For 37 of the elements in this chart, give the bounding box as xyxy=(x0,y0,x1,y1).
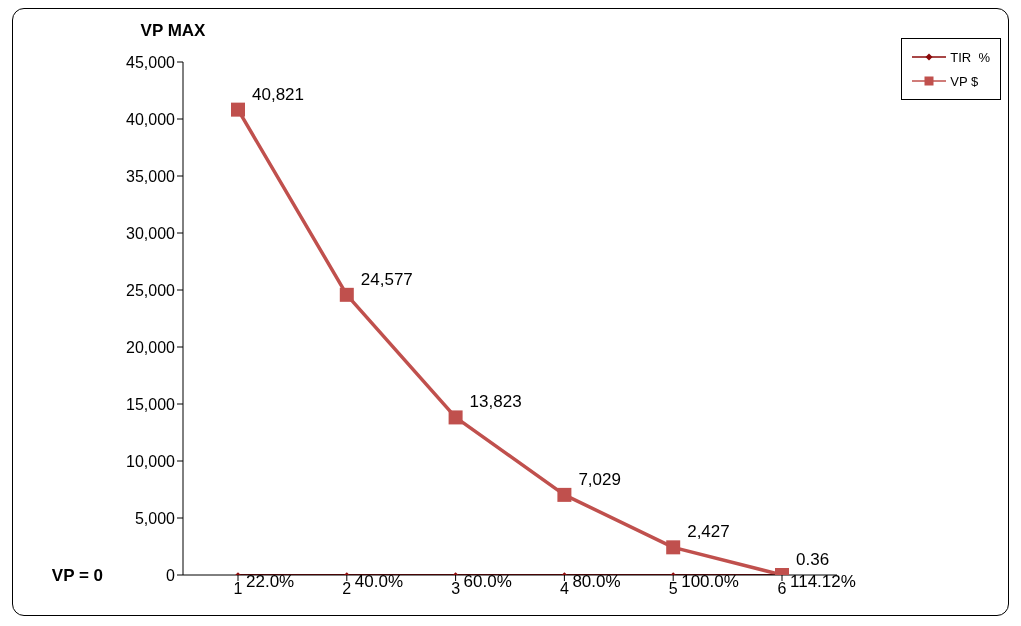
legend-label: TIR % xyxy=(950,49,990,65)
x-tick-label: 5 xyxy=(668,580,678,598)
y-tick-label: 10,000 xyxy=(126,452,176,470)
data-label: 2,427 xyxy=(687,522,730,542)
y-tick-label: 5,000 xyxy=(134,509,176,527)
y-tick-label: 30,000 xyxy=(126,224,176,242)
point xyxy=(557,487,572,502)
data-label: 7,029 xyxy=(578,469,621,489)
x-tick-label: 6 xyxy=(777,580,787,598)
data-label: 60.0% xyxy=(463,571,512,591)
y-tick-label: 20,000 xyxy=(126,338,176,356)
point xyxy=(448,410,463,425)
y-tick-label: 45,000 xyxy=(126,53,176,71)
text: VP = 0 xyxy=(51,566,103,585)
data-label: 114.12% xyxy=(790,571,856,591)
x-tick-label: 4 xyxy=(559,580,569,598)
x-tick-label: 1 xyxy=(233,580,243,598)
point xyxy=(339,287,354,302)
data-label: 24,577 xyxy=(360,269,413,289)
y-tick-label: 25,000 xyxy=(126,281,176,299)
text: VP MAX xyxy=(140,21,207,40)
data-label: 0.36 xyxy=(796,550,830,569)
y-tick-label: 0 xyxy=(166,566,176,584)
data-label: 80.0% xyxy=(572,571,621,591)
data-label: 40.0% xyxy=(354,572,403,591)
data-label: 22.0% xyxy=(246,572,295,591)
x-tick-label: 3 xyxy=(451,580,461,598)
legend-label: VP $ xyxy=(950,73,979,89)
data-label: 40,821 xyxy=(252,84,304,104)
point xyxy=(231,102,245,117)
data-label: 13,823 xyxy=(469,392,522,412)
y-tick-label: 40,000 xyxy=(126,110,176,128)
data-label: 100.0% xyxy=(681,571,739,591)
point xyxy=(666,540,681,555)
y-tick-label: 35,000 xyxy=(126,167,176,185)
y-tick-label: 15,000 xyxy=(126,395,176,413)
x-tick-label: 2 xyxy=(342,580,352,598)
